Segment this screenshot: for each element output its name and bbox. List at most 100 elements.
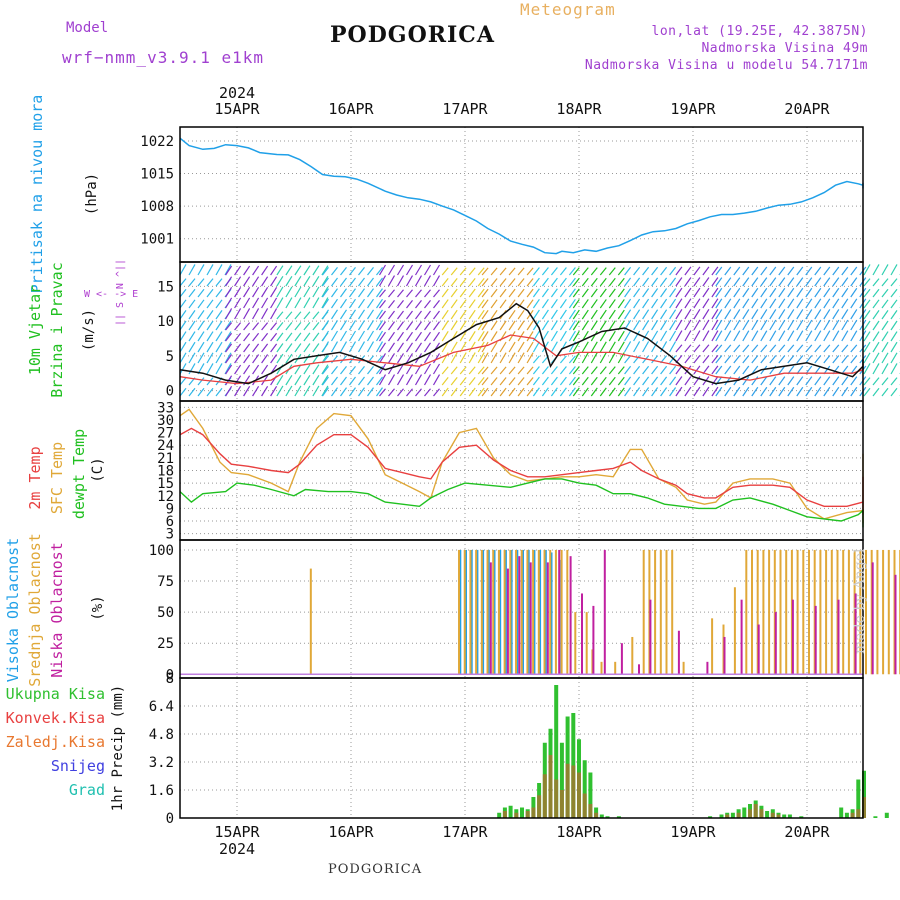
wind-arrow [751,309,759,320]
wind-arrow [881,310,889,320]
high-cloud-bar [504,549,507,675]
y-tick-label: 0 [166,811,174,827]
wind-arrow [675,386,683,397]
wind-arrow [477,267,485,276]
wind-arrow [433,310,440,320]
wind-arrow [568,330,576,342]
mid-cloud-bar [469,549,472,675]
wind-arrow [294,332,302,342]
convective-precip-bar [770,812,775,818]
wind-arrow [234,354,242,364]
wind-arrow [441,320,449,331]
wind-arrow [225,276,233,287]
wind-arrow [215,278,223,287]
wind-arrow [294,286,302,298]
low-cloud-bar [894,574,897,675]
wind-arrow [850,277,858,287]
wind-arrow [321,364,329,375]
wind-arrow [532,277,540,287]
total-precip-bar [787,814,792,818]
wind-arrow [711,376,719,386]
mid-cloud-bar [802,549,805,675]
wind-arrow [550,330,558,342]
wind-arrow [541,309,549,320]
wind-arrow [415,310,422,320]
low-cloud-bar [638,664,640,675]
mid-cloud-bar [549,549,552,675]
wind-arrow [387,353,396,364]
wind-arrow [881,264,889,276]
wind-arrow [330,309,339,320]
wind-arrow [769,319,777,331]
wind-arrow [733,365,741,375]
wind-axis-label-1: 10m Vjetar [26,285,44,375]
wind-arrow [715,298,723,309]
low-cloud-bar [791,599,794,675]
wind-arrow [270,332,278,342]
wind-arrow [234,308,242,320]
wind-arrow [490,288,498,298]
wind-arrow [787,287,795,298]
wind-arrow [188,363,196,375]
wind-arrow [261,354,269,364]
wind-arrow [742,344,750,353]
wind-arrow [331,366,338,375]
wind-arrow [405,275,414,287]
wind-arrow [508,341,516,353]
wind-arrow [339,320,348,331]
wind-arrow [850,298,858,309]
wind-arrow [252,297,260,309]
total-precip-bar [862,770,866,818]
total-precip-bar [856,779,861,818]
wind-arrow [624,298,632,309]
wind-arrow [684,330,692,342]
wind-arrow [890,278,898,287]
mid-cloud-bar [779,549,782,675]
wind-arrow [179,352,187,364]
wind-arrow [321,320,330,331]
wind-arrow [660,387,668,397]
total-precip-bar [742,807,747,818]
wind-arrow [388,321,395,331]
wind-arrow [366,330,375,342]
wind-arrow [415,300,422,309]
wind-arrow [517,387,525,397]
wind-arrow [617,309,625,320]
wind-arrow [651,365,659,375]
x-tick-label-top: 16APR [328,100,374,118]
wind-arrow [742,330,750,342]
wind-arrow [796,386,804,397]
wind-arrow [225,322,233,331]
wind-arrow [499,278,507,287]
wind-arrow [684,309,692,320]
mid-cloud-bar [825,549,828,675]
wind-arrow [805,386,813,397]
wind-arrow [660,330,668,342]
wind-arrow [769,330,777,342]
mid-cloud-bar [503,549,506,675]
wind-arrow [778,298,786,309]
mid-cloud-bar [842,549,845,675]
wind-arrow [225,343,233,353]
wind-arrow [760,376,768,386]
wind-arrow [608,352,616,364]
wind-arrow [234,265,242,276]
x-tick-label-top: 17APR [442,100,488,118]
convective-precip-bar [514,812,519,818]
wind-arrow [358,376,365,386]
wind-arrow [517,309,525,320]
wind-arrow [349,366,356,375]
wind-arrow [225,297,233,309]
wind-arrow [243,297,251,309]
total-precip-bar [844,812,849,818]
wind-arrow [742,287,750,298]
wind-arrow [206,331,214,342]
wind-arrow [312,385,320,397]
wind-arrow [197,264,205,276]
mid-cloud-bar [585,612,588,675]
wind-arrow [693,330,701,342]
wind-arrow [863,363,871,375]
wind-arrow [366,309,375,320]
wind-arrow [468,376,476,386]
wind-arrow [396,374,405,386]
